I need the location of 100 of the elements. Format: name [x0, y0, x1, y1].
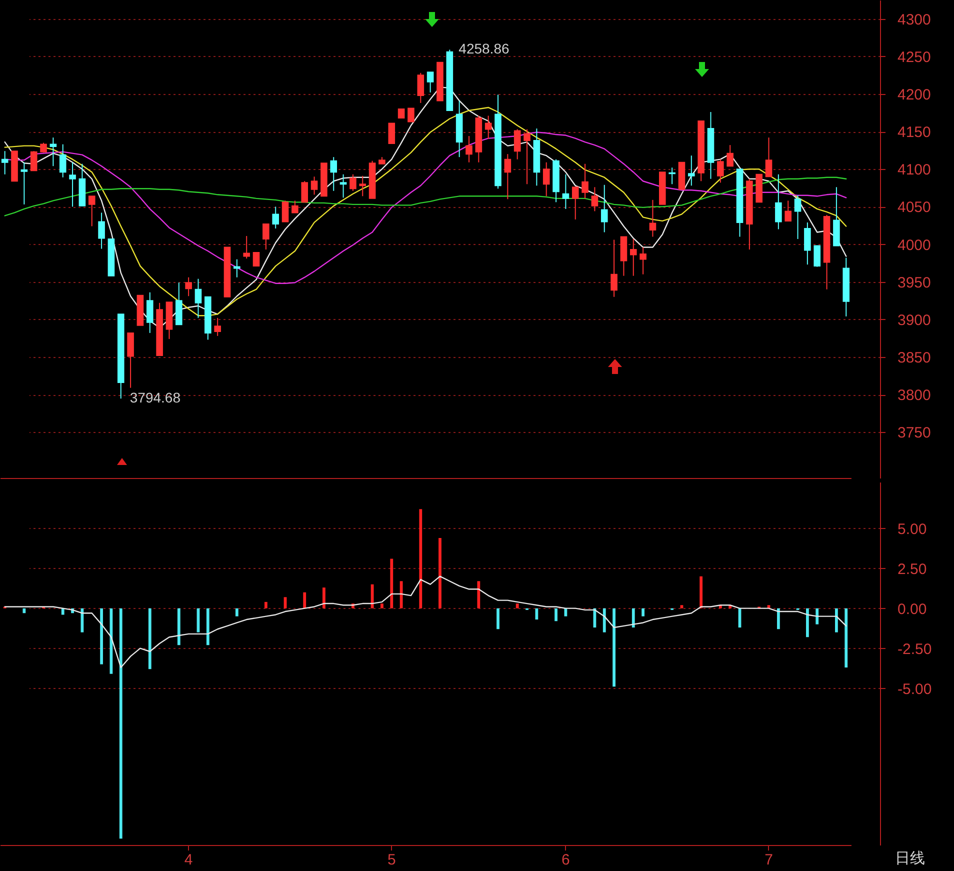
- candlestick: [272, 206, 279, 229]
- bar: [438, 538, 442, 608]
- candlestick: [582, 163, 588, 199]
- candlestick: [417, 72, 424, 104]
- candlestick: [600, 184, 608, 233]
- candlestick: [484, 115, 492, 140]
- candlestick: [98, 212, 105, 250]
- candlestick: [542, 162, 550, 197]
- candlestick: [814, 245, 821, 268]
- bar: [119, 608, 122, 839]
- candlestick: [514, 128, 521, 160]
- bar: [400, 581, 403, 608]
- candlestick: [350, 174, 356, 192]
- bar: [80, 608, 84, 632]
- candlestick: [262, 223, 270, 250]
- candlestick: [610, 239, 618, 298]
- y-tick-label: 0.00: [898, 600, 927, 618]
- bar: [564, 608, 568, 616]
- bar: [22, 608, 26, 614]
- candlestick: [668, 167, 676, 185]
- y-tick-label: 3750: [898, 424, 931, 442]
- candlestick: [524, 128, 530, 185]
- x-tick-label: 7: [764, 852, 773, 868]
- candlestick: [243, 235, 250, 260]
- bar: [206, 608, 210, 646]
- x-tick-label: 4: [184, 852, 193, 868]
- candlestick: [234, 258, 240, 278]
- bar: [844, 608, 848, 668]
- candlestick: [630, 238, 637, 276]
- candlestick: [784, 200, 792, 222]
- bar: [535, 608, 538, 620]
- candlestick: [185, 276, 192, 297]
- bar: [235, 608, 238, 616]
- x-tick-label: 6: [562, 852, 570, 868]
- bar: [496, 608, 500, 630]
- text: 日线: [895, 849, 925, 868]
- bar: [554, 608, 558, 622]
- candlestick: [282, 200, 289, 222]
- candlestick: [59, 144, 66, 178]
- candlestick: [794, 194, 802, 240]
- bar: [390, 558, 394, 608]
- y-tick-label: 4100: [898, 162, 931, 179]
- candlestick: [398, 108, 405, 118]
- bar: [806, 608, 809, 638]
- y-tick-label: 4200: [898, 86, 931, 104]
- bar: [148, 608, 152, 670]
- candlestick: [20, 162, 28, 205]
- candlestick: [330, 156, 338, 192]
- y-tick-label: 3850: [898, 349, 931, 366]
- x-tick-label: 5: [387, 852, 396, 868]
- candlestick: [69, 162, 76, 208]
- bar: [516, 604, 519, 608]
- y-tick-label: 2.50: [898, 560, 927, 578]
- bar: [700, 576, 703, 608]
- y-tick-label: 3950: [898, 274, 931, 292]
- candlestick: [640, 246, 646, 275]
- y-tick-label: 4000: [898, 236, 931, 254]
- bar: [816, 608, 819, 624]
- y-tick-label: 4250: [898, 48, 931, 66]
- y-tick-label: -5.00: [898, 680, 932, 698]
- y-tick-label: 3900: [898, 312, 931, 329]
- candlestick: [804, 222, 811, 266]
- candlestick: [408, 108, 414, 122]
- annotation: 3794.68: [130, 390, 181, 406]
- candlestick: [688, 155, 695, 186]
- bar: [642, 608, 645, 616]
- bar: [100, 608, 103, 664]
- candlestick: [775, 174, 782, 230]
- y-tick-label: 4150: [898, 124, 931, 142]
- bar: [680, 605, 684, 608]
- bar: [612, 608, 616, 687]
- bar: [602, 608, 606, 632]
- candlestick: [310, 176, 318, 196]
- candlestick: [426, 72, 434, 93]
- bar: [477, 581, 480, 608]
- candlestick: [717, 158, 724, 184]
- line-series: [4, 176, 847, 216]
- candlestick: [504, 154, 512, 200]
- candlestick: [214, 317, 221, 336]
- bar: [380, 604, 384, 608]
- candlestick: [194, 278, 202, 318]
- candlestick: [301, 180, 308, 203]
- y-tick-label: 4300: [898, 11, 931, 28]
- candlestick: [252, 252, 260, 267]
- bar: [303, 592, 306, 608]
- line-series: [4, 576, 847, 668]
- bar: [264, 602, 268, 608]
- candlestick: [146, 292, 154, 334]
- candlestick: [340, 174, 347, 198]
- candlestick: [649, 199, 656, 238]
- y-tick-label: 3800: [898, 387, 931, 404]
- candlestick: [726, 144, 734, 167]
- candlestick: [30, 150, 38, 172]
- bar: [322, 588, 326, 608]
- candlestick: [562, 174, 570, 210]
- bar: [776, 608, 780, 630]
- candlestick: [50, 137, 57, 167]
- candlestick: [466, 136, 472, 163]
- annotation: 4258.86: [458, 40, 510, 57]
- candlestick: [127, 332, 134, 388]
